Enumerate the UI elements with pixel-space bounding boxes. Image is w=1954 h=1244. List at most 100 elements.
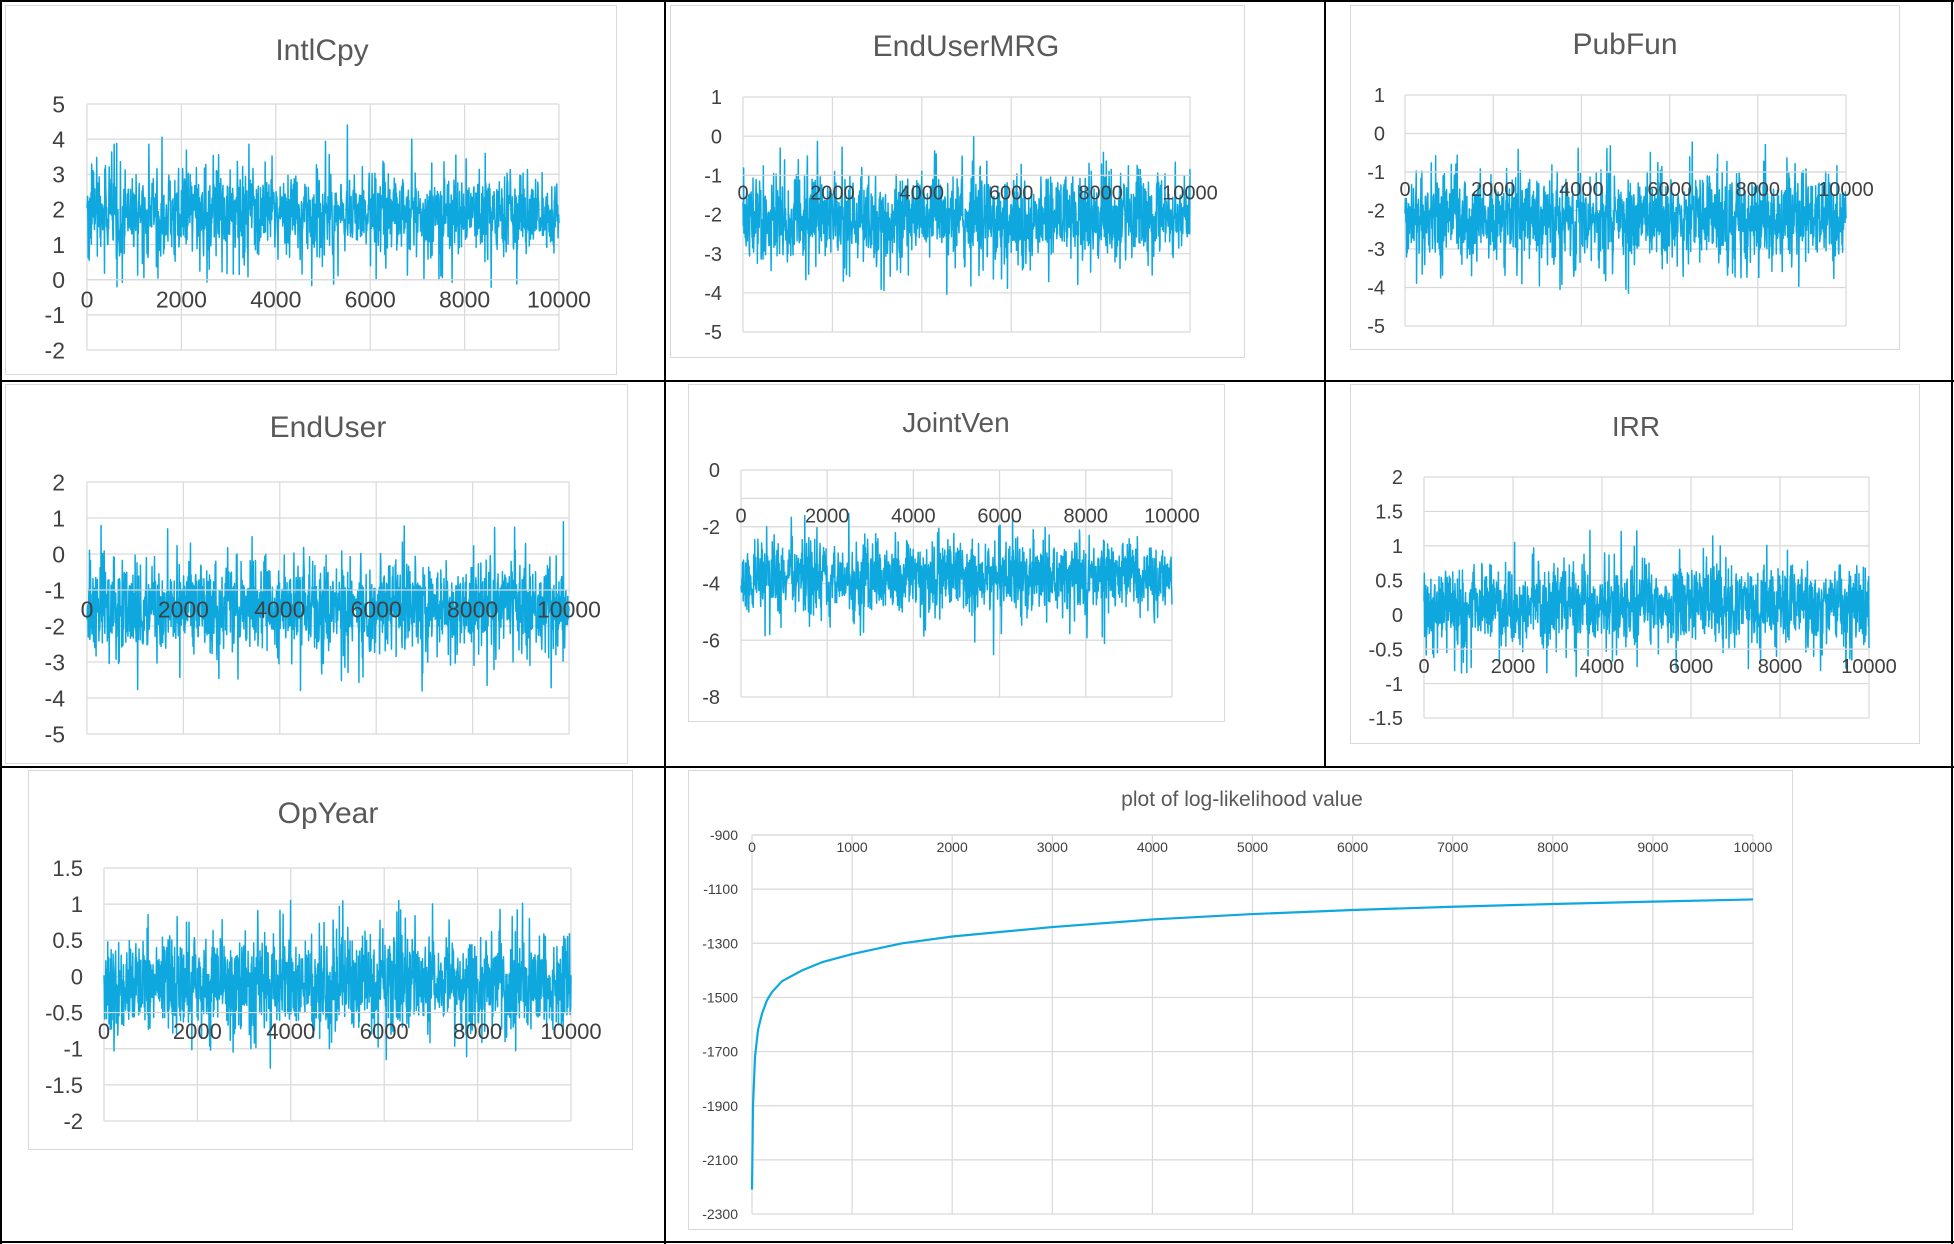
y-tick-label-5: -1300: [702, 935, 738, 951]
x-tick-label-5: 10000: [1144, 505, 1200, 527]
y-tick-label-3: -1700: [702, 1044, 738, 1060]
y-tick-label-0: -2: [45, 337, 65, 363]
frame-border-bottom: [0, 1241, 1954, 1243]
frame-divider-col1: [664, 0, 666, 1244]
x-tick-label-5: 10000: [1818, 179, 1874, 201]
x-tick-label-10: 10000: [1734, 839, 1773, 855]
y-tick-label-1: -6: [702, 630, 720, 652]
x-tick-label-3: 6000: [351, 597, 402, 623]
y-tick-label-3: -2: [702, 517, 720, 539]
x-tick-label-4: 8000: [447, 597, 498, 623]
y-tick-label-0: -5: [704, 322, 722, 344]
y-tick-label-2: -3: [1367, 239, 1385, 261]
x-tick-label-1: 2000: [810, 182, 855, 204]
x-tick-label-0: 0: [1399, 179, 1410, 201]
x-tick-label-3: 6000: [989, 182, 1034, 204]
x-tick-label-4: 8000: [1736, 179, 1781, 201]
series-line: [1423, 529, 1870, 678]
y-tick-label-4: 0: [71, 964, 83, 989]
x-tick-label-5: 10000: [540, 1019, 601, 1044]
y-tick-label-6: 1: [52, 505, 65, 531]
chart-6: -1.5 -1 -0.5 0 0.5 1 1.5 2 0 2000 4000 6000 8000 1000…: [1369, 411, 1897, 730]
y-tick-label-0: -5: [45, 721, 65, 747]
x-tick-label-0: 0: [1418, 656, 1429, 678]
y-tick-label-6: 1: [711, 87, 722, 109]
series-line: [1404, 141, 1847, 295]
y-tick-label-5: 0: [52, 541, 65, 567]
y-tick-label-6: 1: [71, 892, 83, 917]
x-tick-label-6: 6000: [1337, 839, 1368, 855]
chart-title: EndUserMRG: [873, 30, 1060, 63]
y-tick-label-1: -4: [1367, 278, 1385, 300]
x-tick-label-1: 2000: [1491, 656, 1536, 678]
frame-divider-row1: [0, 380, 1954, 382]
x-tick-label-3: 6000: [1669, 656, 1714, 678]
y-tick-label-5: 0.5: [52, 928, 83, 953]
x-tick-label-5: 10000: [537, 597, 601, 623]
y-tick-label-5: 0: [711, 126, 722, 148]
y-tick-label-6: 1: [1374, 85, 1385, 107]
x-tick-label-5: 5000: [1237, 839, 1268, 855]
x-tick-label-1: 2000: [1471, 179, 1516, 201]
x-tick-label-9: 9000: [1637, 839, 1668, 855]
x-tick-label-2: 4000: [250, 286, 301, 312]
series-line: [740, 512, 1173, 656]
x-tick-label-1: 1000: [837, 839, 868, 855]
x-tick-label-2: 4000: [1580, 656, 1625, 678]
series-line: [742, 136, 1191, 295]
y-tick-label-4: 0.5: [1375, 570, 1403, 592]
y-tick-label-7: 2: [52, 469, 65, 495]
x-tick-label-3: 6000: [345, 286, 396, 312]
x-tick-label-2: 4000: [900, 182, 945, 204]
x-tick-label-0: 0: [737, 182, 748, 204]
y-tick-label-7: -900: [710, 827, 738, 843]
chart-title: IntlCpy: [275, 34, 368, 67]
y-tick-label-6: 4: [52, 126, 65, 152]
chart-title: EndUser: [270, 411, 387, 444]
y-tick-label-3: -2: [45, 613, 65, 639]
series-line: [86, 124, 560, 289]
x-tick-label-5: 10000: [1162, 182, 1218, 204]
y-tick-label-0: -2300: [702, 1206, 738, 1222]
x-tick-label-2: 4000: [1559, 179, 1604, 201]
frame-divider-row2: [0, 766, 1954, 768]
x-tick-label-0: 0: [98, 1019, 110, 1044]
y-tick-label-6: 1.5: [1375, 502, 1403, 524]
x-tick-label-1: 2000: [158, 597, 209, 623]
y-tick-label-2: -1: [63, 1037, 83, 1062]
x-tick-label-4: 8000: [453, 1019, 502, 1044]
y-tick-label-3: 1: [52, 232, 65, 258]
y-tick-label-2: -3: [704, 244, 722, 266]
frame-border-right: [1951, 0, 1953, 1244]
x-tick-label-0: 0: [735, 505, 746, 527]
chart-1: -2 -1 0 1 2 3 4 5 0 2000 4000 6000 8000 10000 IntlCpy: [45, 34, 591, 363]
frame-border-left: [0, 0, 2, 1244]
x-tick-label-1: 2000: [156, 286, 207, 312]
y-tick-label-0: -8: [702, 687, 720, 709]
x-tick-label-0: 0: [81, 597, 94, 623]
x-tick-label-2: 4000: [266, 1019, 315, 1044]
x-tick-label-4: 8000: [439, 286, 490, 312]
chart-7: -2 -1.5 -1 -0.5 0 0.5 1 1.5 0 2000 4000 6000 8000 100…: [45, 797, 602, 1134]
y-tick-label-1: -4: [45, 685, 66, 711]
y-tick-label-7: 1.5: [52, 856, 83, 881]
y-tick-label-2: -0.5: [1369, 639, 1403, 661]
y-tick-label-5: 1: [1392, 536, 1403, 558]
y-tick-label-2: 0: [52, 267, 65, 293]
x-tick-label-0: 0: [748, 839, 756, 855]
chart-3: -5 -4 -3 -2 -1 0 1 0 2000 4000 6000 8000 10000 PubFun: [1367, 28, 1874, 338]
x-tick-label-4: 4000: [1137, 839, 1168, 855]
y-tick-label-4: 0: [709, 460, 720, 482]
chart-title: OpYear: [278, 797, 379, 830]
x-tick-label-8: 8000: [1537, 839, 1568, 855]
y-tick-label-1: -1: [1385, 674, 1403, 696]
x-tick-label-2: 2000: [937, 839, 968, 855]
y-tick-label-7: 5: [52, 91, 65, 117]
x-tick-label-4: 8000: [1064, 505, 1109, 527]
chart-4: -5 -4 -3 -2 -1 0 1 2 0 2000 4000 6000 8000 10000 EndUs…: [45, 411, 601, 747]
y-tick-label-3: -2: [1367, 201, 1385, 223]
y-tick-label-4: -1500: [702, 989, 738, 1005]
x-tick-label-7: 7000: [1437, 839, 1468, 855]
x-tick-label-3: 6000: [1647, 179, 1692, 201]
y-tick-label-5: 0: [1374, 124, 1385, 146]
